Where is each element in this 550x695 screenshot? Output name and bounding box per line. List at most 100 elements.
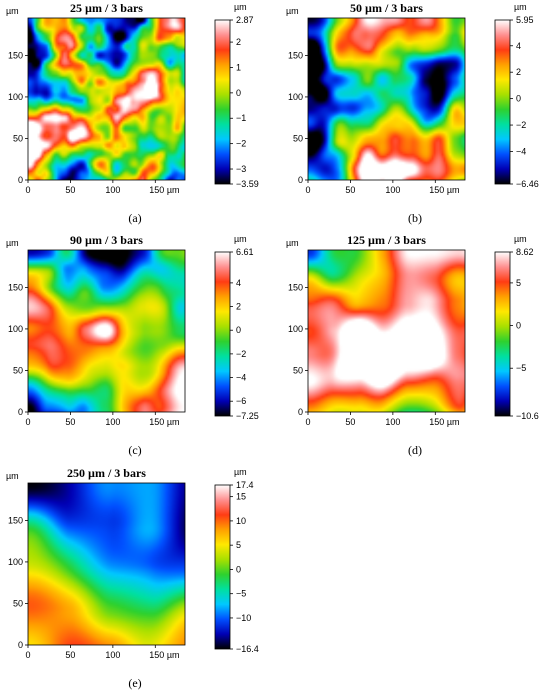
colorbar-tick-label: 0 <box>516 321 521 331</box>
colorbar-tick-label: 10 <box>236 516 246 526</box>
colorbar-tick-label: −5 <box>516 363 526 373</box>
colorbar-tick-label: −2 <box>516 120 526 130</box>
x-tick-label: 0 <box>305 417 310 427</box>
y-tick-label: 50 <box>13 133 23 143</box>
y-tick-label: 150 <box>8 515 23 525</box>
x-tick-label: 100 <box>105 185 120 195</box>
y-tick-label: 0 <box>18 640 23 650</box>
heatmap-image <box>308 250 465 412</box>
y-tick-label: 100 <box>288 324 303 334</box>
y-tick-label: 0 <box>298 175 303 185</box>
colorbar-tick-label: 0 <box>236 325 241 335</box>
colorbar-tick-label: 2 <box>236 302 241 312</box>
panel-caption: (a) <box>128 211 141 225</box>
colorbar-tick-label: −1 <box>236 113 246 123</box>
colorbar-tick-label: 2 <box>236 37 241 47</box>
colorbar-tick-label: 4 <box>516 41 521 51</box>
colorbar-tick-label: 2 <box>516 67 521 77</box>
chart-title: 50 µm / 3 bars <box>350 1 423 15</box>
y-tick-label: 0 <box>18 175 23 185</box>
colorbar <box>494 19 511 185</box>
panel-caption: (e) <box>128 676 141 690</box>
colorbar-tick-label: −10.6 <box>516 411 539 421</box>
x-tick-label: 150 µm <box>429 185 459 195</box>
y-tick-label: 100 <box>288 92 303 102</box>
colorbar-tick-label: 0 <box>236 564 241 574</box>
colorbar <box>214 484 231 650</box>
y-tick-label: 50 <box>13 598 23 608</box>
colorbar <box>214 251 231 417</box>
colorbar-tick-label: 5 <box>236 540 241 550</box>
colorbar-tick-label: −2 <box>236 139 246 149</box>
x-tick-label: 100 <box>385 185 400 195</box>
x-tick-label: 150 µm <box>149 650 179 660</box>
colorbar-tick-label: −16.4 <box>236 644 259 654</box>
colorbar-tick-label: 2.87 <box>236 15 254 25</box>
y-axis-unit: µm <box>6 471 19 481</box>
colorbar-tick-label: −2 <box>236 349 246 359</box>
chart-svg: 25 µm / 3 bars µm 0 50 100 150 µm 0 50 100 150 µm 2… <box>6 1 259 225</box>
x-tick-label: 50 <box>65 185 75 195</box>
y-tick-label: 150 <box>8 282 23 292</box>
colorbar-tick-label: 1 <box>236 62 241 72</box>
y-axis-unit: µm <box>6 238 19 248</box>
panel-e: 250 µm / 3 bars µm 0 50 100 150 µm 0 50 100 150 µm… <box>0 465 270 695</box>
plot-frame <box>307 249 466 413</box>
panel-caption: (d) <box>408 443 422 457</box>
chart-title: 250 µm / 3 bars <box>67 466 146 480</box>
colorbar-tick-label: −4 <box>516 146 526 156</box>
colorbar-tick-label: −6.46 <box>516 179 539 189</box>
panel-d: 125 µm / 3 bars µm 0 50 100 150 µm 0 50 100 150 µm… <box>280 232 550 462</box>
colorbar-tick-label: −6 <box>236 396 246 406</box>
chart-svg: 90 µm / 3 bars µm 0 50 100 150 µm 0 50 100 150 µm 6… <box>6 233 259 457</box>
y-axis-unit: µm <box>286 6 299 16</box>
chart-title: 125 µm / 3 bars <box>347 233 426 247</box>
colorbar <box>214 19 231 185</box>
y-tick-label: 150 <box>8 50 23 60</box>
panel-caption: (c) <box>128 443 141 457</box>
y-tick-label: 100 <box>8 557 23 567</box>
x-tick-label: 150 µm <box>149 185 179 195</box>
colorbar-unit: µm <box>234 2 247 12</box>
colorbar-tick-label: 17.4 <box>236 480 254 490</box>
y-axis-unit: µm <box>6 6 19 16</box>
x-tick-label: 100 <box>105 650 120 660</box>
y-tick-label: 50 <box>293 133 303 143</box>
x-tick-label: 0 <box>25 417 30 427</box>
x-tick-label: 50 <box>65 417 75 427</box>
plot-frame <box>27 249 186 413</box>
heatmap-image <box>28 18 185 180</box>
colorbar-tick-label: −5 <box>236 589 246 599</box>
plot-frame <box>27 482 186 646</box>
heatmap-image <box>308 18 465 180</box>
y-tick-label: 100 <box>8 92 23 102</box>
chart-svg: 50 µm / 3 bars µm 0 50 100 150 µm 0 50 100 150 µm 5… <box>286 1 539 225</box>
x-tick-label: 0 <box>25 650 30 660</box>
panel-c: 90 µm / 3 bars µm 0 50 100 150 µm 0 50 100 150 µm 6… <box>0 232 270 462</box>
colorbar-tick-label: 4 <box>236 278 241 288</box>
colorbar-unit: µm <box>514 234 527 244</box>
colorbar-tick-label: −10 <box>236 613 251 623</box>
chart-title: 25 µm / 3 bars <box>70 1 143 15</box>
chart-title: 90 µm / 3 bars <box>70 233 143 247</box>
y-tick-label: 150 <box>288 282 303 292</box>
y-tick-label: 50 <box>13 365 23 375</box>
x-tick-label: 0 <box>25 185 30 195</box>
colorbar-tick-label: 5 <box>516 278 521 288</box>
colorbar <box>494 251 511 417</box>
y-axis-unit: µm <box>286 238 299 248</box>
x-tick-label: 100 <box>385 417 400 427</box>
x-tick-label: 50 <box>345 185 355 195</box>
colorbar-tick-label: 15 <box>236 492 246 502</box>
plot-frame <box>27 17 186 181</box>
colorbar-tick-label: −7.25 <box>236 411 259 421</box>
x-tick-label: 50 <box>345 417 355 427</box>
colorbar-tick-label: 0 <box>236 88 241 98</box>
colorbar-tick-label: 5.95 <box>516 15 534 25</box>
y-tick-label: 0 <box>18 407 23 417</box>
colorbar-unit: µm <box>234 467 247 477</box>
panel-caption: (b) <box>408 211 422 225</box>
x-tick-label: 150 µm <box>149 417 179 427</box>
heatmap-image <box>28 250 185 412</box>
